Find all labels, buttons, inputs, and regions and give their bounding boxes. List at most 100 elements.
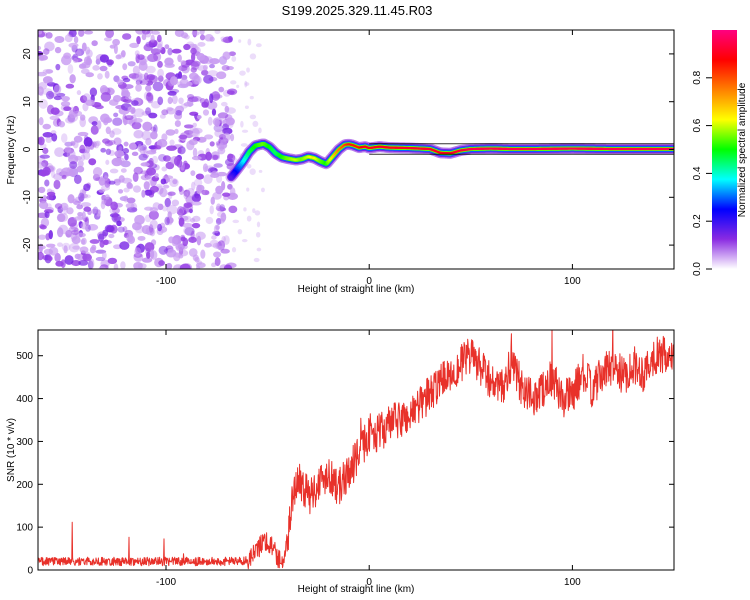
spectrogram-x-ticks: -100 0 100 <box>156 30 581 287</box>
noise-blob <box>205 216 214 225</box>
noise-blob <box>180 60 187 66</box>
noise-blob <box>200 249 206 259</box>
noise-blob <box>38 201 49 210</box>
y-tick-label: -10 <box>22 190 33 205</box>
noise-blob <box>46 82 57 87</box>
noise-blob <box>127 61 136 67</box>
noise-blob <box>49 115 60 121</box>
noise-blob <box>104 194 110 200</box>
noise-blob <box>141 224 152 235</box>
noise-blob <box>126 233 134 243</box>
noise-blob <box>53 179 61 190</box>
noise-blob <box>84 146 90 154</box>
noise-blob <box>167 211 172 219</box>
noise-blob <box>38 186 46 194</box>
noise-blob <box>216 171 227 177</box>
noise-blob <box>151 155 159 164</box>
noise-blob <box>54 203 63 209</box>
noise-blob <box>207 116 213 126</box>
noise-blob <box>38 56 45 62</box>
noise-blob <box>63 106 72 112</box>
noise-blob <box>187 96 199 103</box>
noise-blob <box>192 127 203 134</box>
noise-blob <box>131 151 139 157</box>
noise-blob <box>38 71 47 77</box>
noise-blob <box>46 195 54 201</box>
noise-blob <box>185 195 195 204</box>
noise-blob <box>211 108 217 116</box>
noise-blob <box>152 81 164 92</box>
noise-blob <box>191 30 200 36</box>
noise-blob <box>113 137 122 146</box>
noise-blob <box>161 133 168 141</box>
noise-blob <box>183 102 194 107</box>
noise-blob <box>137 54 145 60</box>
noise-blob <box>112 117 123 126</box>
snr-series-line <box>38 330 674 570</box>
noise-blob <box>141 30 151 35</box>
noise-blob <box>221 64 230 71</box>
noise-blob <box>103 175 109 181</box>
noise-blob <box>179 206 190 215</box>
noise-blob <box>168 236 175 244</box>
x-tick-label: -100 <box>156 577 176 588</box>
noise-blob <box>145 92 154 102</box>
noise-blob <box>103 37 112 42</box>
noise-blob <box>145 65 156 74</box>
noise-blob <box>190 52 196 62</box>
colorbar-tick-label: 0.8 <box>692 70 703 84</box>
noise-blob <box>246 215 252 222</box>
noise-blob <box>176 205 185 216</box>
x-tick-label: 0 <box>366 577 372 588</box>
noise-blob <box>190 67 197 73</box>
noise-blob <box>244 82 250 86</box>
noise-blob <box>249 53 257 60</box>
noise-blob <box>99 54 110 63</box>
noise-blob <box>38 171 48 177</box>
noise-blob <box>214 257 221 267</box>
noise-blob <box>212 154 219 161</box>
snr-frame <box>37 329 675 571</box>
noise-blob <box>240 143 248 147</box>
noise-blob <box>61 95 70 102</box>
noise-blob <box>99 85 108 94</box>
noise-blob <box>120 168 127 173</box>
noise-blob <box>166 216 173 226</box>
noise-blob <box>254 210 261 216</box>
noise-blob <box>120 261 126 269</box>
noise-blob <box>77 212 83 217</box>
snr-x-label: Height of straight line (km) <box>298 584 415 595</box>
snr-x-ticks: -100 0 100 <box>156 330 581 588</box>
noise-blob <box>145 84 152 92</box>
noise-blob <box>66 171 76 177</box>
noise-blob <box>122 33 132 40</box>
noise-blob <box>71 260 81 267</box>
noise-blob <box>244 80 248 88</box>
noise-blob <box>142 121 153 132</box>
y-tick-label: 10 <box>22 96 33 108</box>
noise-blob <box>230 80 237 85</box>
noise-blob <box>90 258 95 269</box>
noise-blob <box>83 135 89 142</box>
noise-blob <box>177 54 182 63</box>
noise-blob <box>188 139 198 146</box>
noise-blob <box>89 87 98 97</box>
noise-blob <box>237 228 243 235</box>
noise-blob <box>103 117 113 124</box>
colorbar-scale <box>712 30 737 269</box>
noise-blob <box>39 91 44 97</box>
figure-title: S199.2025.329.11.45.R03 <box>282 3 433 18</box>
noise-blob <box>167 90 177 96</box>
noise-blob <box>188 208 193 214</box>
noise-blob <box>183 203 194 212</box>
noise-blob <box>148 145 157 150</box>
noise-blob <box>209 141 215 147</box>
noise-blob <box>38 45 42 51</box>
noise-blob <box>38 117 44 126</box>
noise-blob <box>205 151 212 161</box>
noise-blob <box>215 242 220 249</box>
noise-blob <box>120 160 131 168</box>
noise-blob <box>195 173 204 180</box>
noise-blob <box>147 53 159 63</box>
noise-blob <box>38 86 44 96</box>
